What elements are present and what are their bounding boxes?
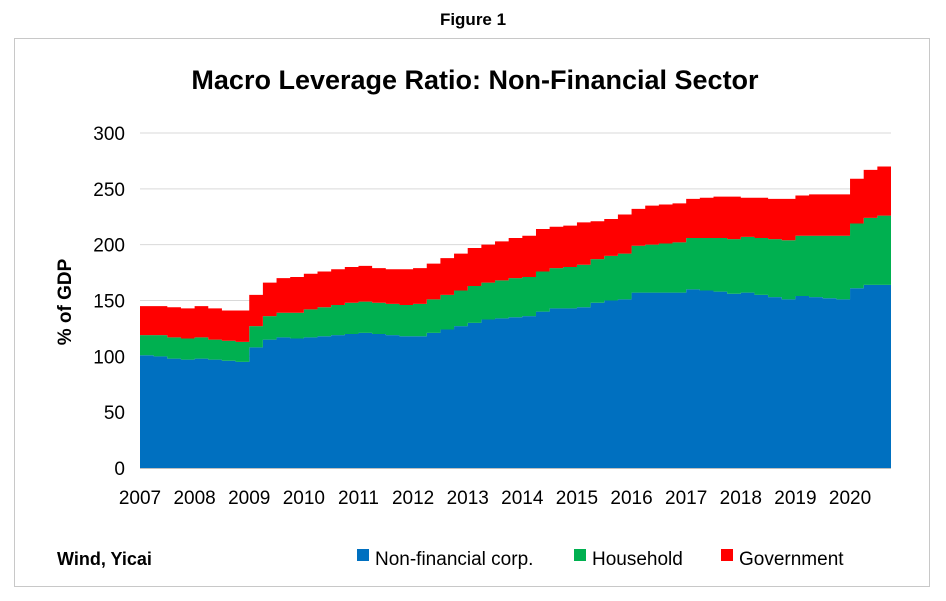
y-tick-label: 100 (93, 347, 125, 368)
x-tick-label: 2008 (173, 488, 215, 509)
legend-swatch-government (721, 549, 733, 561)
x-tick-label: 2017 (665, 488, 707, 509)
x-tick-label: 2011 (338, 488, 379, 509)
x-tick-label: 2020 (829, 488, 871, 509)
y-axis-label: % of GDP (55, 258, 76, 345)
x-tick-label: 2018 (720, 488, 762, 509)
legend-label-government: Government (739, 549, 844, 570)
x-tick-label: 2013 (447, 488, 489, 509)
series-area-government (140, 166, 891, 342)
y-tick-label: 50 (104, 403, 125, 424)
legend: Non-financial corp. Household Government (357, 549, 844, 570)
series-area-household (140, 215, 891, 362)
x-tick-label: 2016 (610, 488, 652, 509)
x-tick-label: 2009 (228, 488, 270, 509)
y-tick-label: 0 (114, 459, 125, 480)
legend-label-corp: Non-financial corp. (375, 549, 533, 570)
x-tick-label: 2012 (392, 488, 434, 509)
y-tick-label: 200 (93, 236, 125, 257)
area-series (140, 166, 891, 468)
source-note: Wind, Yicai (57, 549, 152, 569)
x-tick-label: 2007 (119, 488, 161, 509)
series-area-corp (140, 284, 891, 468)
legend-swatch-household (574, 549, 586, 561)
y-tick-label: 250 (93, 180, 125, 201)
legend-swatch-corp (357, 549, 369, 561)
legend-label-household: Household (592, 549, 683, 570)
axes: 0 50 100 150 200 250 300 2007 2008 2009 2010 2011 20… (93, 124, 891, 509)
figure-label: Figure 1 (439, 10, 507, 29)
x-tick-label: 2019 (774, 488, 816, 509)
y-tick-label: 300 (93, 124, 125, 145)
chart-title: Macro Leverage Ratio: Non-Financial Sect… (191, 65, 759, 95)
x-tick-label: 2014 (501, 488, 544, 509)
y-tick-label: 150 (93, 292, 125, 313)
x-tick-label: 2010 (283, 488, 325, 509)
x-tick-label: 2015 (556, 488, 598, 509)
